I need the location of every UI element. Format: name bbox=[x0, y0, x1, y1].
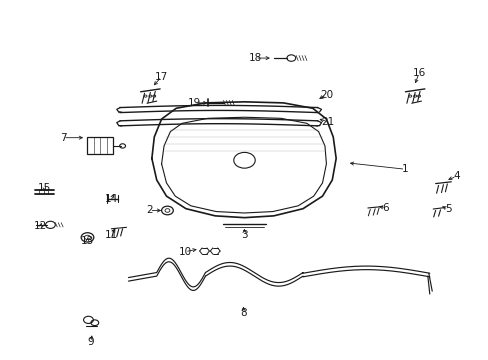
Text: 3: 3 bbox=[241, 230, 247, 239]
Text: 20: 20 bbox=[319, 90, 332, 100]
Text: 17: 17 bbox=[155, 72, 168, 82]
Text: 1: 1 bbox=[401, 164, 408, 174]
Text: 11: 11 bbox=[105, 230, 118, 239]
Text: 7: 7 bbox=[60, 133, 66, 143]
Text: 8: 8 bbox=[240, 308, 246, 318]
Text: 19: 19 bbox=[188, 98, 201, 108]
Text: 4: 4 bbox=[452, 171, 459, 181]
Text: 15: 15 bbox=[38, 183, 51, 193]
Circle shape bbox=[233, 152, 255, 168]
Text: 10: 10 bbox=[178, 247, 191, 257]
Text: 21: 21 bbox=[321, 117, 334, 127]
Text: 5: 5 bbox=[444, 204, 451, 215]
Text: 13: 13 bbox=[81, 236, 94, 246]
Text: 18: 18 bbox=[248, 53, 261, 63]
Text: 12: 12 bbox=[34, 221, 47, 231]
Text: 16: 16 bbox=[411, 68, 425, 78]
Text: 9: 9 bbox=[87, 337, 94, 347]
Text: 14: 14 bbox=[105, 194, 118, 204]
Circle shape bbox=[120, 144, 125, 148]
Text: 2: 2 bbox=[146, 206, 152, 216]
Bar bbox=[87, 137, 113, 154]
Text: 6: 6 bbox=[382, 203, 388, 213]
